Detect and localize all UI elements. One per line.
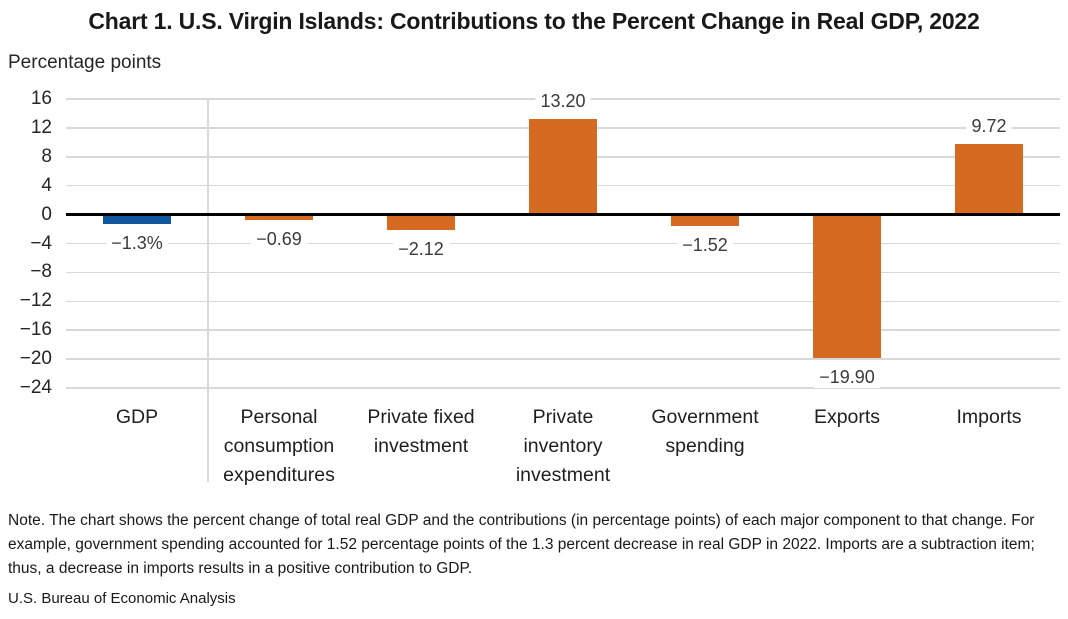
category-label-imports: Imports	[956, 406, 1022, 428]
category-label-exports: Exports	[813, 406, 881, 428]
bar-private-fixed-investment	[387, 214, 455, 230]
gridline-y-−8	[66, 271, 1060, 274]
gridline-y-−20	[66, 358, 1060, 360]
bar-imports	[955, 144, 1023, 215]
category-label-government-spending: Government spending	[651, 406, 759, 457]
y-tick-label: −8	[30, 261, 52, 283]
y-tick-label: −24	[19, 377, 52, 398]
bar-value-label-private-fixed-investment: −2.12	[393, 237, 449, 260]
note-text: Note. The chart shows the percent change…	[8, 512, 1035, 577]
gridline-y-−12	[66, 300, 1060, 303]
y-tick-label: 4	[41, 174, 52, 196]
zero-axis-line	[66, 213, 1060, 216]
chart-title: Chart 1. U.S. Virgin Islands: Contributi…	[88, 8, 980, 34]
category-label-private-fixed-investment: Private fixed investment	[367, 406, 475, 457]
bar-personal-consumption-expenditures	[245, 214, 313, 220]
gridline-y-−16	[66, 329, 1060, 331]
bar-gdp	[103, 214, 171, 224]
category-label-private-inventory-investment: Private inventory investment	[515, 406, 611, 486]
y-tick-label: 16	[30, 88, 52, 109]
gridline-y-−4	[66, 242, 1060, 245]
bar-government-spending	[671, 214, 739, 226]
y-tick-label: −16	[19, 319, 52, 341]
category-label-gdp: GDP	[115, 406, 159, 428]
y-axis-unit-label: Percentage points	[8, 52, 162, 73]
bar-value-label-personal-consumption-expenditures: −0.69	[251, 227, 307, 250]
bar-value-label-private-inventory-investment: 13.20	[535, 90, 591, 113]
gridline-y-−24	[66, 387, 1060, 389]
y-tick-label: −12	[19, 290, 52, 312]
y-tick-label: 0	[41, 203, 52, 225]
y-tick-label: 12	[30, 116, 52, 138]
category-label-personal-consumption-expenditures: Personal consumption expenditures	[223, 406, 335, 486]
bar-value-label-gdp: −1.3%	[106, 231, 168, 254]
y-tick-label: −4	[30, 232, 52, 254]
bar-exports	[813, 214, 881, 359]
bar-value-label-government-spending: −1.52	[677, 233, 733, 256]
y-tick-label: −20	[19, 348, 52, 370]
bar-value-label-exports: −19.90	[814, 366, 880, 389]
y-tick-label: 8	[41, 145, 52, 167]
category-divider-line	[207, 99, 209, 482]
bar-value-label-imports: 9.72	[966, 115, 1012, 138]
bar-private-inventory-investment	[529, 119, 597, 215]
source-text: U.S. Bureau of Economic Analysis	[8, 590, 236, 607]
